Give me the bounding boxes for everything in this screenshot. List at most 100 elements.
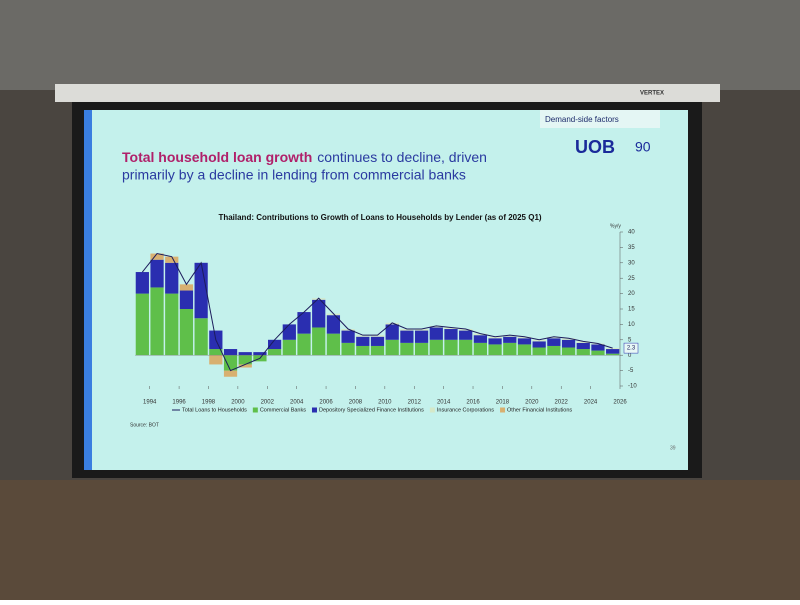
bar-segment xyxy=(444,339,458,356)
bar-segment xyxy=(517,344,532,356)
x-tick-label: 2000 xyxy=(231,400,245,406)
bar-segment xyxy=(194,262,208,319)
bar-segment xyxy=(517,336,532,339)
bar-segment xyxy=(223,349,238,356)
y-tick-label: 30 xyxy=(628,260,635,266)
x-tick-label: 2020 xyxy=(525,400,539,406)
legend-swatch xyxy=(429,407,435,413)
bar-segment xyxy=(209,349,223,356)
x-tick-label: 1996 xyxy=(172,400,186,406)
x-tick-label: 2012 xyxy=(408,400,422,406)
ceiling xyxy=(0,0,800,90)
y-tick-label: -5 xyxy=(628,368,634,374)
y-tick-label: 20 xyxy=(628,291,635,297)
bar-segment xyxy=(576,342,590,350)
bar-segment xyxy=(547,338,561,346)
bar-segment xyxy=(606,349,620,354)
page-number: 39 xyxy=(670,445,676,451)
bar-segment xyxy=(414,330,429,343)
bar-segment xyxy=(414,329,429,331)
legend-swatch xyxy=(252,407,258,413)
bar-segment xyxy=(238,364,252,368)
y-tick-label: 0 xyxy=(628,353,632,359)
y-unit: %y/y xyxy=(610,223,621,229)
bar-segment xyxy=(356,336,370,346)
bar-segment xyxy=(385,324,399,340)
bar-segment xyxy=(135,293,149,356)
bar-segment xyxy=(400,330,414,343)
bar-segment xyxy=(385,322,399,325)
bar-segment xyxy=(135,272,149,294)
bar-segment xyxy=(591,350,605,356)
bar-segment xyxy=(356,345,370,356)
bar-segment xyxy=(488,344,502,356)
bar-segment xyxy=(238,352,252,356)
x-tick-label: 2004 xyxy=(290,400,304,406)
bar-segment xyxy=(165,262,179,294)
bar-segment xyxy=(459,329,473,331)
bar-segment xyxy=(414,342,429,356)
y-tick-label: -10 xyxy=(628,384,637,390)
bar-segment xyxy=(591,344,605,351)
bar-segment xyxy=(312,299,326,328)
bar-segment xyxy=(459,330,473,340)
bar-segment xyxy=(150,259,164,288)
headline: Total household loan growth continues to … xyxy=(122,149,487,165)
bar-segment xyxy=(150,287,164,356)
section-label: Demand-side factors xyxy=(545,115,619,124)
bar-segment xyxy=(326,333,341,356)
bar-segment xyxy=(459,339,473,356)
bar-segment xyxy=(503,336,517,343)
bar-segment xyxy=(194,318,208,356)
bar-segment xyxy=(606,353,620,356)
bar-segment xyxy=(370,345,385,356)
x-tick-label: 2002 xyxy=(261,400,275,406)
bar-segment xyxy=(547,345,561,356)
bar-segment xyxy=(223,370,238,377)
legend-swatch xyxy=(500,407,506,413)
bar-segment xyxy=(326,315,341,334)
bar-segment xyxy=(356,335,370,337)
y-tick-label: 40 xyxy=(628,230,635,236)
bar-segment xyxy=(488,336,502,339)
bar-segment xyxy=(253,352,267,356)
bar-segment xyxy=(400,342,414,356)
bar-segment xyxy=(312,298,326,300)
bar-segment xyxy=(503,342,517,356)
source: Source: BOT xyxy=(130,422,159,428)
y-tick-label: 15 xyxy=(628,307,635,313)
bar-segment xyxy=(326,313,341,316)
bar-segment xyxy=(341,342,355,356)
bar-segment xyxy=(576,341,590,343)
bar-segment xyxy=(444,329,458,340)
x-tick-label: 2006 xyxy=(319,400,333,406)
x-tick-label: 2008 xyxy=(349,400,363,406)
bar-segment xyxy=(532,341,546,348)
x-tick-label: 2026 xyxy=(613,400,627,406)
bar-segment xyxy=(385,339,399,356)
logo-badge: 90 xyxy=(635,139,651,155)
bar-segment xyxy=(400,329,414,331)
y-tick-label: 5 xyxy=(628,337,632,343)
bar-segment xyxy=(606,348,620,350)
y-tick-label: 10 xyxy=(628,322,635,328)
legend-label: Total Loans to Households xyxy=(182,407,247,413)
bar-segment xyxy=(165,256,179,263)
x-tick-label: 2022 xyxy=(555,400,569,406)
section-tab xyxy=(540,110,660,128)
bar-segment xyxy=(179,284,194,291)
x-tick-label: 1998 xyxy=(202,400,216,406)
legend-label: Insurance Corporations xyxy=(437,407,494,413)
chart-title: Thailand: Contributions to Growth of Loa… xyxy=(218,213,541,222)
bar-segment xyxy=(576,349,590,356)
x-tick-label: 2016 xyxy=(466,400,480,406)
total-line xyxy=(141,253,613,372)
bar-segment xyxy=(209,355,223,365)
legend-label: Commercial Banks xyxy=(260,407,306,413)
brand: VERTEX xyxy=(640,91,664,97)
bar-segment xyxy=(561,339,576,348)
bar-segment xyxy=(268,349,282,356)
legend-swatch xyxy=(311,407,317,413)
